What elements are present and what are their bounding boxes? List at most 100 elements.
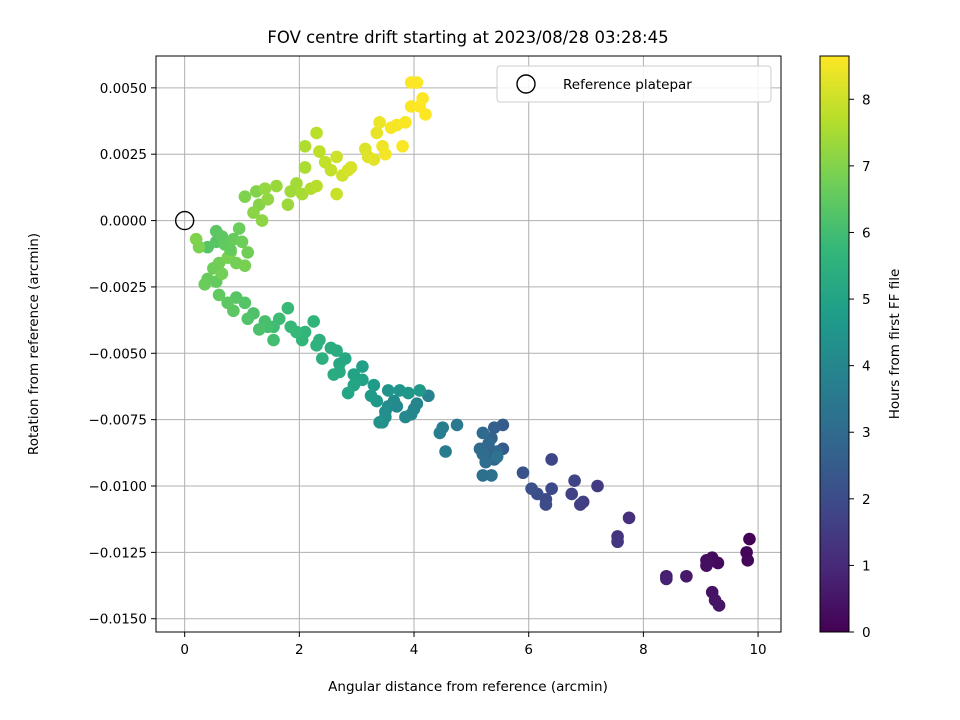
data-point [410, 76, 424, 89]
data-point [189, 232, 203, 246]
data-point [399, 116, 412, 129]
data-point [198, 277, 212, 291]
data-point [611, 535, 624, 549]
data-point [574, 498, 587, 511]
data-point [212, 288, 226, 302]
data-point [565, 487, 579, 501]
legend-box [496, 65, 772, 103]
data-point [539, 498, 553, 511]
reference-platepar-marker [174, 210, 195, 231]
data-point [488, 421, 501, 434]
y-axis-label: Rotation from reference (arcmin) [26, 233, 42, 455]
data-point [221, 296, 234, 310]
colorbar-tick-label: 8 [862, 92, 871, 108]
data-point [741, 554, 755, 567]
data-point [261, 193, 275, 206]
y-tick-label: −0.0025 [88, 280, 147, 296]
data-point [373, 116, 386, 129]
y-tick-label: 0.0050 [100, 81, 147, 97]
data-point [401, 386, 415, 400]
data-point [622, 511, 636, 525]
data-point [255, 214, 269, 227]
data-point [367, 153, 381, 166]
grid-lines [156, 56, 781, 632]
data-point [364, 389, 378, 403]
data-point [313, 145, 326, 158]
x-tick-label: 4 [410, 642, 419, 658]
data-point [344, 161, 358, 174]
data-point [267, 333, 280, 347]
data-point [568, 474, 581, 488]
data-point [341, 386, 355, 400]
y-tick-label: −0.0125 [88, 545, 147, 561]
data-point [591, 479, 604, 493]
colorbar-tick-label: 6 [862, 225, 871, 241]
data-point [327, 368, 341, 381]
data-point [433, 426, 447, 440]
data-point [680, 569, 693, 583]
data-point [298, 139, 312, 153]
x-tick-label: 2 [295, 642, 304, 658]
data-point [373, 416, 386, 429]
colorbar-tick-label: 7 [862, 159, 871, 175]
data-point [224, 243, 237, 257]
data-point [416, 92, 429, 105]
data-point [396, 139, 409, 153]
data-point [241, 246, 255, 259]
legend-reference-marker [516, 74, 536, 94]
data-point [310, 339, 323, 352]
data-point [379, 147, 392, 161]
plot-frame [155, 55, 782, 633]
data-point [235, 235, 249, 249]
colorbar-tick-label: 3 [862, 425, 871, 441]
data-point [479, 455, 493, 469]
x-axis-ticks: 0 2 4 6 8 10 [180, 632, 767, 658]
colorbar: 0 1 2 3 4 5 6 7 8 Hours from first FF file [819, 55, 903, 641]
colorbar-tick-label: 4 [862, 359, 871, 375]
y-tick-label: 0.0000 [100, 214, 147, 230]
data-point [399, 410, 412, 424]
data-point [330, 150, 343, 164]
data-point [290, 177, 303, 190]
data-point [450, 418, 464, 432]
y-axis-ticks: 0.0050 0.0025 0.0000 −0.0025 −0.0050 −0.0075 −… [88, 81, 156, 628]
data-point [356, 360, 369, 373]
data-point [241, 312, 255, 326]
data-point [215, 267, 229, 280]
data-point [324, 163, 338, 177]
data-point [281, 198, 295, 211]
data-point [330, 187, 343, 201]
y-tick-label: −0.0100 [88, 479, 147, 495]
colorbar-tick-label: 5 [862, 292, 871, 308]
data-point [700, 559, 713, 572]
data-point [315, 352, 329, 365]
y-tick-label: −0.0150 [88, 612, 147, 628]
data-point [270, 179, 283, 193]
data-point [307, 315, 320, 328]
data-point [490, 450, 504, 464]
x-tick-label: 8 [639, 642, 648, 658]
data-point [310, 126, 323, 140]
data-point [298, 161, 312, 174]
colorbar-tick-label: 2 [862, 492, 871, 508]
data-point [485, 469, 498, 482]
x-tick-label: 0 [180, 642, 189, 658]
data-point [310, 179, 323, 193]
data-point [238, 190, 252, 203]
colorbar-tick-label: 1 [862, 558, 871, 574]
data-point [743, 532, 756, 546]
data-point [232, 222, 246, 235]
data-point [660, 572, 673, 586]
colorbar-ticks: 0 1 2 3 4 5 6 7 8 [849, 92, 871, 641]
x-axis-label: Angular distance from reference (arcmin) [328, 679, 608, 695]
data-point [545, 482, 558, 495]
data-point [258, 182, 272, 196]
data-point [525, 482, 538, 495]
data-point [347, 368, 361, 381]
x-tick-label: 6 [524, 642, 533, 658]
data-point [324, 341, 338, 355]
data-point [419, 108, 432, 121]
data-point [516, 466, 530, 480]
data-point [545, 453, 558, 466]
